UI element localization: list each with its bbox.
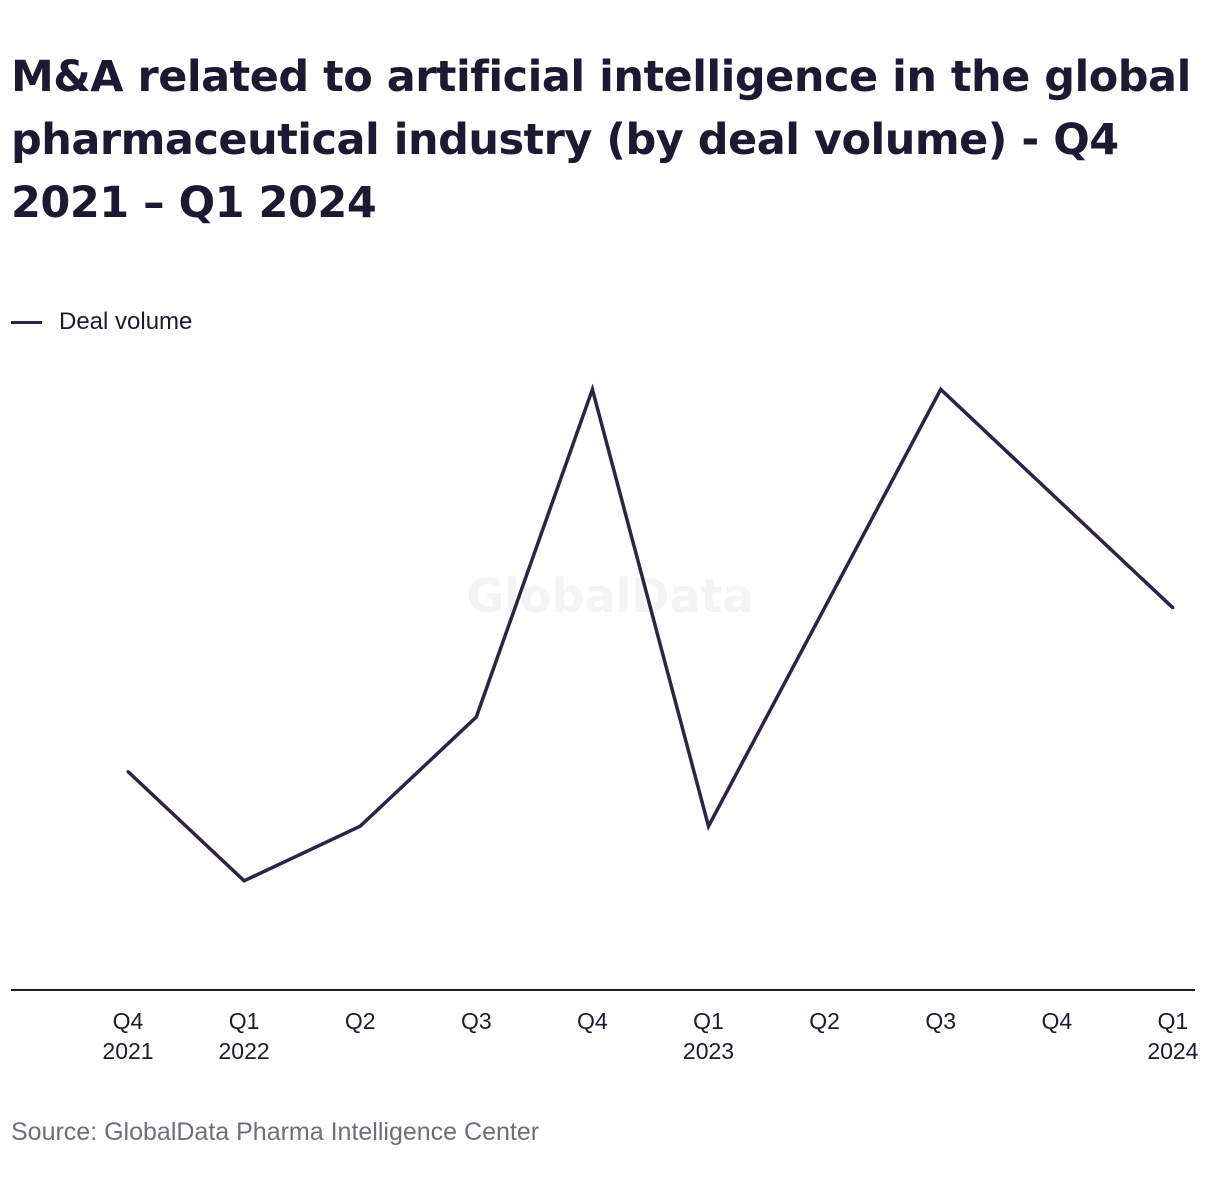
data-point-8[interactable] — [1055, 497, 1059, 501]
watermark: GlobalData — [466, 569, 753, 623]
data-point-2[interactable] — [358, 824, 362, 828]
series-line-0 — [126, 383, 1175, 883]
x-tick-label-4: Q4 — [577, 1008, 608, 1034]
x-tick-label-1: Q1 2022 — [219, 1008, 270, 1064]
data-point-3[interactable] — [474, 715, 478, 719]
data-point-1[interactable] — [242, 879, 246, 883]
x-tick-label-6: Q2 — [809, 1008, 840, 1034]
x-tick-label-9: Q1 2024 — [1147, 1008, 1198, 1064]
x-tick-label-8: Q4 — [1041, 1008, 1072, 1034]
data-point-0[interactable] — [126, 770, 130, 774]
chart-title: M&A related to artificial intelligence i… — [11, 52, 1191, 228]
legend-label-deal-volume: Deal volume — [59, 308, 193, 335]
data-point-9[interactable] — [1171, 606, 1175, 610]
series-layer — [126, 383, 1175, 883]
x-tick-label-3: Q3 — [461, 1008, 492, 1034]
data-point-7[interactable] — [939, 387, 943, 391]
data-point-4[interactable] — [590, 387, 594, 391]
data-point-5[interactable] — [707, 824, 710, 828]
legend: Deal volume — [11, 308, 192, 336]
x-tick-label-5: Q1 2023 — [683, 1008, 734, 1064]
data-point-6[interactable] — [823, 606, 827, 610]
source-note: Source: GlobalData Pharma Intelligence C… — [11, 1118, 540, 1146]
legend-swatch-deal-volume — [11, 320, 42, 324]
x-tick-label-7: Q3 — [925, 1008, 956, 1034]
x-tick-label-0: Q4 2021 — [102, 1008, 153, 1064]
x-tick-label-2: Q2 — [345, 1008, 376, 1034]
x-tick-labels: Q4 2021 Q1 2022 Q2 Q3 Q4 Q1 2023 Q2 Q3 Q4 Q1 2024 — [102, 1008, 1198, 1064]
